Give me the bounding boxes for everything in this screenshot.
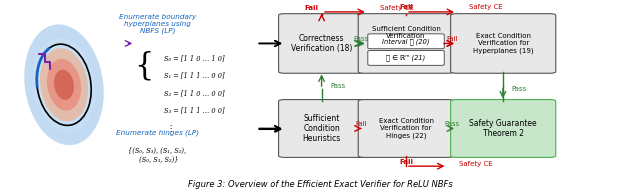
- Text: Exact Condition
Verification for
Hinges (22): Exact Condition Verification for Hinges …: [378, 118, 433, 139]
- Text: Enumerate hinges (LP): Enumerate hinges (LP): [116, 129, 199, 136]
- Text: Pass: Pass: [511, 86, 527, 92]
- Text: Pass: Pass: [444, 121, 460, 127]
- Text: Pass: Pass: [330, 82, 346, 89]
- Text: Interval 𝒰 (20): Interval 𝒰 (20): [382, 38, 430, 44]
- Text: Safety CE: Safety CE: [460, 161, 493, 167]
- Text: Safety Guarantee
Theorem 2: Safety Guarantee Theorem 2: [469, 119, 537, 138]
- Ellipse shape: [24, 24, 104, 145]
- Text: 𝒰 ∈ ℝᵐ (21): 𝒰 ∈ ℝᵐ (21): [387, 55, 426, 61]
- FancyBboxPatch shape: [278, 100, 365, 157]
- Text: S₂ = [1 1 0 … 0 0]: S₂ = [1 1 0 … 0 0]: [164, 89, 225, 97]
- Text: Fail: Fail: [399, 4, 413, 10]
- Text: Sufficient Condition
Verification: Sufficient Condition Verification: [372, 26, 440, 39]
- FancyBboxPatch shape: [368, 51, 444, 65]
- Ellipse shape: [40, 48, 88, 121]
- Ellipse shape: [47, 59, 81, 111]
- Ellipse shape: [54, 70, 74, 100]
- Text: Exact Condition
Verification for
Hyperplanes (19): Exact Condition Verification for Hyperpl…: [473, 33, 534, 54]
- Text: Figure 3: Overview of the Efficient Exact Verifier for ReLU NBFs: Figure 3: Overview of the Efficient Exac…: [188, 180, 452, 189]
- Text: S₀ = [1 1 0 … 1 0]: S₀ = [1 1 0 … 1 0]: [164, 54, 225, 62]
- Text: S₃ = [1 1 1 … 0 0]: S₃ = [1 1 1 … 0 0]: [164, 107, 225, 115]
- Text: Pass: Pass: [354, 36, 369, 42]
- FancyBboxPatch shape: [358, 100, 454, 157]
- Text: Fail: Fail: [399, 159, 413, 165]
- Text: Sufficient
Condition
Heuristics: Sufficient Condition Heuristics: [303, 114, 340, 143]
- Text: Fail: Fail: [305, 5, 319, 11]
- Ellipse shape: [33, 37, 95, 132]
- FancyBboxPatch shape: [451, 100, 556, 157]
- FancyBboxPatch shape: [451, 14, 556, 73]
- Text: Correctness
Verification (18): Correctness Verification (18): [291, 34, 352, 53]
- Text: ⋮: ⋮: [166, 124, 175, 133]
- Text: Safety CE: Safety CE: [469, 4, 502, 10]
- Text: {(S₀, S₃), (S₁, S₂),
 (S₀, S₃, S₂)}: {(S₀, S₃), (S₁, S₂), (S₀, S₃, S₂)}: [129, 147, 187, 164]
- Text: Safety CE: Safety CE: [380, 5, 413, 11]
- FancyBboxPatch shape: [368, 34, 444, 49]
- FancyBboxPatch shape: [278, 14, 365, 73]
- Text: {: {: [134, 51, 154, 82]
- FancyBboxPatch shape: [358, 14, 454, 73]
- Text: S₁ = [1 1 1 … 0 0]: S₁ = [1 1 1 … 0 0]: [164, 71, 225, 79]
- Text: Fail: Fail: [446, 36, 458, 42]
- Text: Fail: Fail: [355, 121, 367, 127]
- Text: Enumerate boundary
hyperplanes using
NBFS (LP): Enumerate boundary hyperplanes using NBF…: [119, 14, 196, 34]
